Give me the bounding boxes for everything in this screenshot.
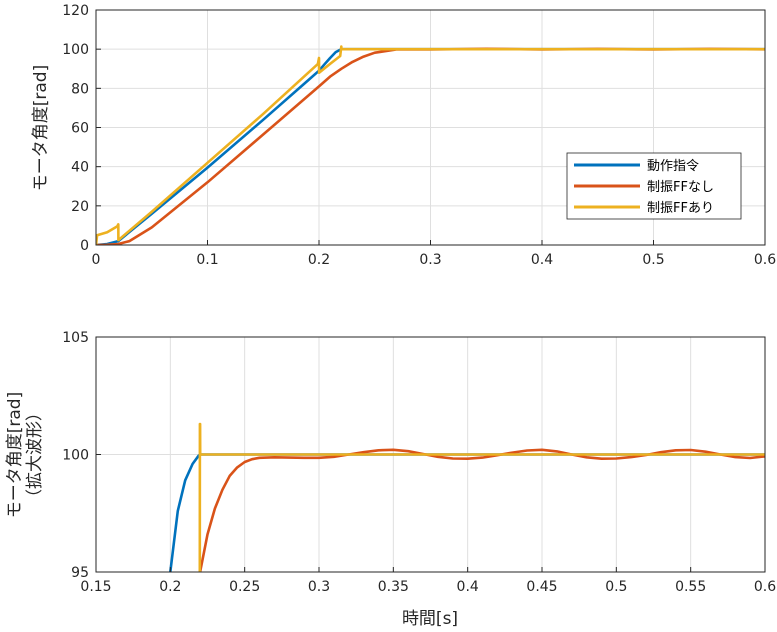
x-tick-label: 0.6	[754, 579, 776, 595]
top-plot: 0 0.1 0.2 0.3 0.4 0.5 0.6 0 20 40 60 80 100 120 モータ角度…	[31, 3, 776, 268]
y-tick-label: 100	[62, 448, 89, 464]
x-tick-label: 0.25	[229, 579, 260, 595]
x-tick-label: 0.5	[642, 252, 664, 268]
x-tick-label: 0.45	[526, 579, 557, 595]
x-tick-label: 0.1	[196, 252, 218, 268]
bottom-y-axis-label-sub: （拡大波形）	[25, 404, 45, 506]
top-y-axis-label: モータ角度[rad]	[31, 65, 51, 191]
x-tick-label: 0	[92, 252, 101, 268]
bottom-x-axis-label: 時間[s]	[402, 609, 458, 629]
series-line-with-ff	[96, 45, 765, 245]
series-line-no-ff	[198, 448, 765, 572]
y-tick-label: 120	[62, 3, 89, 19]
x-tick-label: 0.15	[80, 579, 111, 595]
y-tick-label: 95	[71, 565, 89, 581]
legend-label-command: 動作指令	[647, 159, 699, 174]
bottom-y-axis-label: モータ角度[rad]	[5, 392, 25, 518]
y-tick-label: 80	[71, 81, 89, 97]
legend: 動作指令 制振FFなし 制振FFあり	[566, 152, 742, 220]
x-tick-label: 0.6	[754, 252, 776, 268]
x-tick-label: 0.2	[308, 252, 330, 268]
y-tick-label: 105	[62, 330, 89, 346]
x-tick-label: 0.2	[159, 579, 181, 595]
x-tick-label: 0.3	[308, 579, 330, 595]
y-tick-label: 0	[80, 238, 89, 254]
top-plot-ticks: 0 0.1 0.2 0.3 0.4 0.5 0.6 0 20 40 60 80 100 120	[62, 3, 776, 268]
x-tick-label: 0.3	[419, 252, 441, 268]
y-tick-label: 40	[71, 160, 89, 176]
x-tick-label: 0.55	[675, 579, 706, 595]
y-tick-label: 100	[62, 42, 89, 58]
y-tick-label: 20	[71, 199, 89, 215]
x-tick-label: 0.5	[605, 579, 627, 595]
legend-label-with-ff: 制振FFあり	[647, 201, 714, 216]
bottom-plot: 0.15 0.2 0.25 0.3 0.35 0.4 0.45 0.5 0.55 0.6 95 100…	[5, 330, 776, 629]
x-tick-label: 0.35	[378, 579, 409, 595]
top-plot-lines	[96, 45, 765, 245]
y-tick-label: 60	[71, 121, 89, 137]
legend-label-no-ff: 制振FFなし	[647, 180, 714, 195]
x-tick-label: 0.4	[457, 579, 479, 595]
bottom-plot-lines	[169, 422, 765, 572]
bottom-plot-ticks: 0.15 0.2 0.25 0.3 0.35 0.4 0.45 0.5 0.55 0.6 95 100…	[62, 330, 776, 595]
x-tick-label: 0.4	[531, 252, 553, 268]
series-line-with-ff	[198, 422, 765, 572]
